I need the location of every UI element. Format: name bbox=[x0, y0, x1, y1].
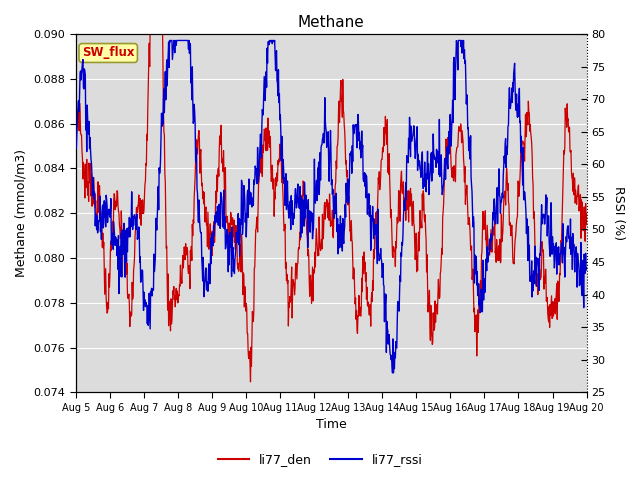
Y-axis label: Methane (mmol/m3): Methane (mmol/m3) bbox=[15, 149, 28, 277]
Text: SW_flux: SW_flux bbox=[82, 47, 134, 60]
Legend: li77_den, li77_rssi: li77_den, li77_rssi bbox=[212, 448, 428, 471]
Title: Methane: Methane bbox=[298, 15, 365, 30]
Y-axis label: RSSI (%): RSSI (%) bbox=[612, 186, 625, 240]
X-axis label: Time: Time bbox=[316, 419, 347, 432]
